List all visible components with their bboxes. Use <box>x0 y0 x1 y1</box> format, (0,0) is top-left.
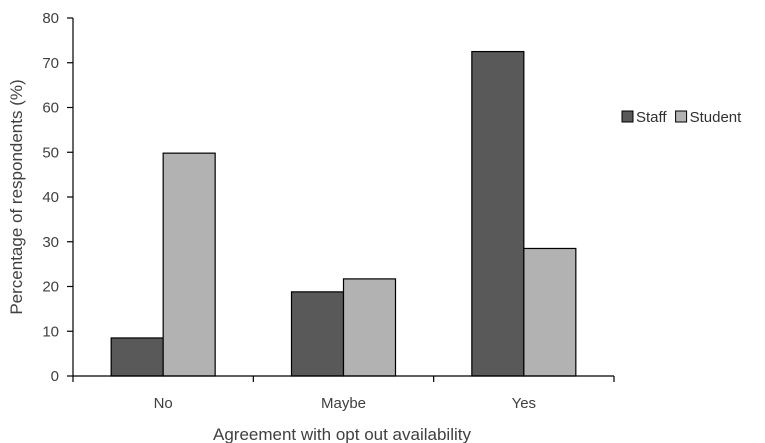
legend-swatch-student <box>675 110 688 123</box>
bar-staff-maybe <box>290 291 345 377</box>
y-tick-label: 20 <box>42 279 59 296</box>
x-tick-label: Yes <box>512 395 536 412</box>
legend: Staff Student <box>621 109 743 126</box>
y-tick-label: 40 <box>42 189 59 206</box>
bar-student-no <box>162 152 216 377</box>
legend-swatch-staff <box>621 110 634 123</box>
bars-layer <box>110 50 577 377</box>
x-tick-label: No <box>154 395 173 412</box>
bar-student-maybe <box>342 278 397 377</box>
bar-staff-no <box>110 337 164 377</box>
x-tick-label: Maybe <box>321 395 366 412</box>
y-tick-label: 70 <box>42 55 59 72</box>
legend-label-student: Student <box>690 109 743 126</box>
y-tick-label: 50 <box>42 144 59 161</box>
axes-layer: 0 10 20 30 40 50 60 70 80 No Maybe Yes <box>42 10 615 412</box>
y-tick-label: 30 <box>42 234 59 251</box>
y-tick-label: 0 <box>51 368 59 385</box>
bar-student-yes <box>523 247 577 377</box>
y-tick-label: 80 <box>42 10 59 27</box>
bar-staff-yes <box>471 50 525 377</box>
y-axis-title: Percentage of respondents (%) <box>7 79 26 314</box>
y-tick-label: 10 <box>42 323 59 340</box>
x-axis-title: Agreement with opt out availability <box>213 425 471 443</box>
y-tick-label: 60 <box>42 100 59 117</box>
legend-label-staff: Staff <box>636 109 667 126</box>
